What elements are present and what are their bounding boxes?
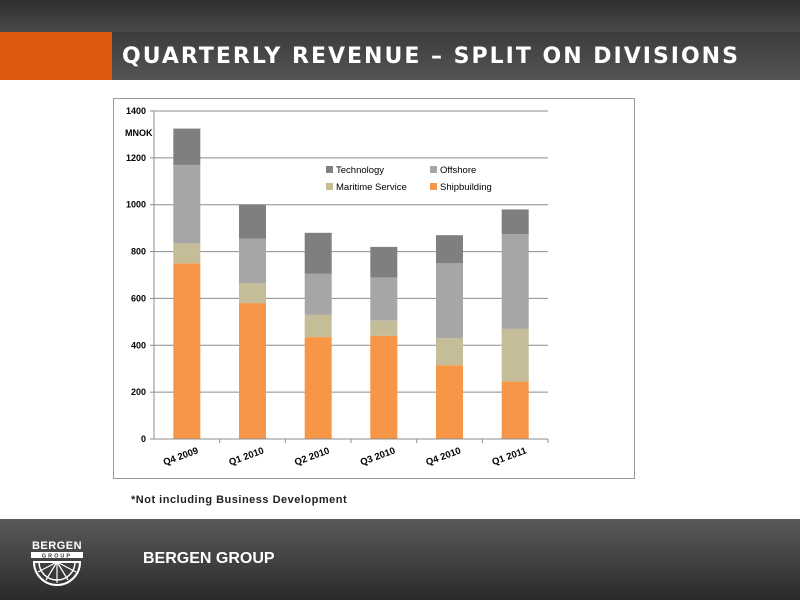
y-tick-label: 1200 [126, 153, 146, 163]
bar-offshore-q1-2011 [501, 234, 529, 329]
x-tick-label: Q1 2011 [491, 445, 529, 468]
bar-maritime-service-q4-2010 [436, 338, 463, 366]
x-tick-label: Q1 2010 [228, 445, 266, 468]
y-axis-label: MNOK [125, 128, 153, 138]
bar-maritime-service-q1-2010 [239, 283, 266, 304]
title-accent-block [0, 32, 112, 80]
bar-technology-q4-2009 [173, 128, 201, 165]
x-tick-label: Q2 2010 [293, 445, 331, 468]
bar-shipbuilding-q4-2010 [436, 365, 463, 439]
bar-shipbuilding-q4-2009 [173, 263, 201, 439]
legend-label: Maritime Service [336, 182, 407, 193]
bar-shipbuilding-q3-2010 [370, 335, 398, 439]
bar-offshore-q3-2010 [370, 277, 398, 321]
legend-swatch-offshore [430, 166, 437, 173]
bergen-group-logo: BERGEN GROUP [28, 538, 86, 586]
footer-brand-name: BERGEN GROUP [143, 550, 275, 567]
footer-band [0, 519, 800, 600]
y-tick-label: 200 [131, 387, 146, 397]
title-bar [0, 32, 800, 80]
bar-offshore-q4-2009 [173, 164, 201, 244]
bar-technology-q2-2010 [304, 232, 332, 274]
y-tick-label: 1000 [126, 200, 146, 210]
x-tick-label: Q4 2009 [162, 445, 200, 468]
y-tick-label: 0 [141, 434, 146, 444]
legend-label: Shipbuilding [440, 182, 492, 193]
legend-swatch-maritime-service [326, 183, 333, 190]
bar-offshore-q4-2010 [436, 263, 463, 339]
bar-shipbuilding-q1-2011 [501, 381, 529, 439]
bar-technology-q4-2010 [436, 235, 463, 264]
bar-technology-q3-2010 [370, 246, 398, 278]
chart-frame: 0 200 400 600 800 1000 1200 1400 Q4 2009 Q1 2010 Q… [113, 98, 635, 479]
bar-offshore-q1-2010 [239, 238, 266, 284]
bar-offshore-q2-2010 [304, 273, 332, 315]
x-tick-label: Q4 2010 [425, 445, 463, 468]
grid-lines [154, 110, 548, 393]
bar-shipbuilding-q1-2010 [239, 303, 266, 439]
bar-maritime-service-q4-2009 [173, 243, 201, 264]
y-tick-label: 600 [131, 293, 146, 303]
legend-swatch-technology [326, 166, 333, 173]
logo-text-top: BERGEN [32, 540, 82, 552]
logo-text-bottom: GROUP [42, 553, 72, 559]
footnote: *Not including Business Development [131, 494, 348, 506]
top-band [0, 0, 800, 32]
stacked-bar-chart: 0 200 400 600 800 1000 1200 1400 Q4 2009 Q1 2010 Q… [125, 106, 549, 468]
legend: Technology Offshore Maritime Service Shipbu… [326, 165, 492, 193]
legend-label: Technology [336, 165, 384, 176]
bar-maritime-service-q1-2011 [501, 328, 529, 382]
y-tick-label: 400 [131, 340, 146, 350]
bar-maritime-service-q3-2010 [370, 320, 398, 336]
bar-technology-q1-2010 [239, 204, 266, 239]
y-tick-label: 800 [131, 247, 146, 257]
bar-technology-q1-2011 [501, 209, 529, 234]
slide-title: QUARTERLY REVENUE – SPLIT ON DIVISIONS [122, 44, 740, 69]
legend-label: Offshore [440, 165, 476, 176]
bar-maritime-service-q2-2010 [304, 314, 332, 338]
y-tick-label: 1400 [126, 106, 146, 116]
legend-swatch-shipbuilding [430, 183, 437, 190]
bar-shipbuilding-q2-2010 [304, 337, 332, 439]
x-tick-label: Q3 2010 [359, 445, 397, 468]
bars [173, 128, 529, 439]
